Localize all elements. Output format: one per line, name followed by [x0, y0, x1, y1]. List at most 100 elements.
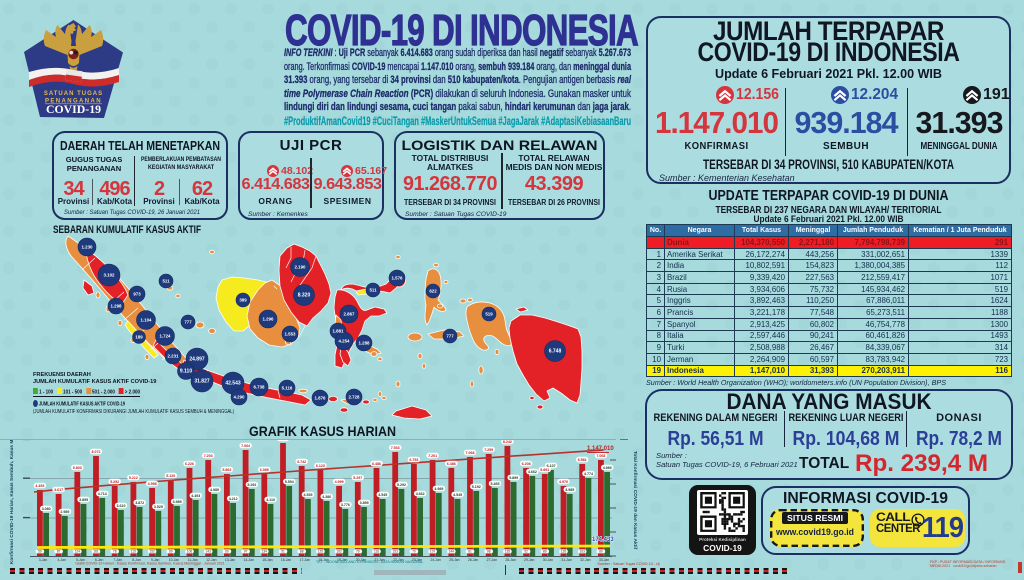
svg-text:1.881: 1.881	[333, 329, 345, 334]
svg-text:6.089: 6.089	[260, 468, 269, 472]
svg-text:4.254: 4.254	[339, 339, 351, 344]
svg-text:79: 79	[356, 550, 360, 554]
svg-text:107: 107	[430, 550, 436, 554]
svg-text:6.748: 6.748	[549, 349, 562, 355]
svg-text:6.581: 6.581	[578, 458, 587, 462]
svg-text:31-Jan: 31-Jan	[561, 558, 571, 562]
svg-text:4.774: 4.774	[584, 472, 593, 476]
svg-text:29-Jan: 29-Jan	[524, 558, 534, 562]
svg-text:6.486: 6.486	[447, 462, 456, 466]
svg-text:3-Jan: 3-Jan	[39, 558, 48, 562]
svg-text:7.203: 7.203	[204, 454, 213, 458]
svg-text:8.242: 8.242	[503, 440, 512, 444]
svg-text:14-Jan: 14-Jan	[244, 558, 254, 562]
svg-text:6.107: 6.107	[547, 464, 556, 468]
svg-text:3.525: 3.525	[154, 505, 163, 509]
svg-text:1.296: 1.296	[263, 317, 275, 322]
svg-text:25-Jan: 25-Jan	[449, 558, 459, 562]
svg-text:24.897: 24.897	[189, 357, 205, 363]
svg-text:124: 124	[75, 550, 81, 554]
svg-text:5.899: 5.899	[509, 476, 518, 480]
svg-text:7.533: 7.533	[391, 446, 400, 450]
svg-text:777: 777	[446, 334, 454, 339]
svg-text:1.724: 1.724	[160, 334, 172, 339]
svg-text:5.862: 5.862	[222, 468, 231, 472]
svg-text:89: 89	[543, 550, 547, 554]
svg-text:174.433: 174.433	[592, 537, 614, 543]
svg-text:161: 161	[93, 550, 99, 554]
svg-text:8.320: 8.320	[298, 293, 311, 299]
svg-text:4.998: 4.998	[148, 482, 157, 486]
svg-text:6.123: 6.123	[316, 464, 325, 468]
svg-text:144: 144	[449, 550, 455, 554]
svg-text:5.891: 5.891	[540, 468, 549, 472]
svg-text:6.486: 6.486	[372, 462, 381, 466]
svg-text:1.553: 1.553	[285, 332, 297, 337]
svg-text:3.872: 3.872	[135, 501, 144, 505]
svg-text:SATUAN TUGAS: SATUAN TUGAS	[44, 91, 103, 97]
svg-text:3.102: 3.102	[104, 273, 116, 278]
svg-text:4.539: 4.539	[304, 493, 313, 497]
svg-text:4.493: 4.493	[35, 484, 44, 488]
svg-text:6.738: 6.738	[254, 385, 266, 390]
svg-text:9.110: 9.110	[180, 369, 192, 375]
svg-text:189: 189	[135, 335, 143, 340]
svg-text:2.190: 2.190	[295, 265, 307, 270]
svg-text:61: 61	[468, 550, 472, 554]
svg-text:126: 126	[561, 550, 567, 554]
svg-text:4.989: 4.989	[603, 466, 612, 470]
svg-text:4.989: 4.989	[210, 488, 219, 492]
svg-text:5.594: 5.594	[285, 480, 294, 484]
svg-text:8.369: 8.369	[279, 440, 288, 441]
svg-text:60: 60	[225, 550, 229, 554]
svg-text:5.292: 5.292	[247, 483, 256, 487]
svg-text:1.576: 1.576	[392, 276, 404, 281]
svg-text:4.989: 4.989	[434, 487, 443, 491]
svg-text:163: 163	[580, 550, 586, 554]
svg-text:4.970: 4.970	[559, 480, 568, 484]
svg-text:511: 511	[162, 279, 170, 284]
svg-text:4.493: 4.493	[191, 494, 200, 498]
svg-text:88: 88	[300, 550, 304, 554]
svg-text:1.230: 1.230	[82, 245, 94, 250]
svg-text:116: 116	[374, 550, 379, 554]
svg-text:6.742: 6.742	[297, 460, 306, 464]
svg-text:622: 622	[429, 289, 437, 294]
svg-text:4.662: 4.662	[416, 492, 425, 496]
svg-text:1.298: 1.298	[111, 304, 123, 309]
svg-text:4.617: 4.617	[54, 488, 63, 492]
svg-text:98: 98	[487, 550, 491, 554]
svg-text:7.201: 7.201	[428, 454, 437, 458]
svg-text:80: 80	[599, 550, 603, 554]
svg-text:3.895: 3.895	[79, 498, 88, 502]
svg-text:5.292: 5.292	[397, 483, 406, 487]
svg-text:17-Jan: 17-Jan	[300, 558, 310, 562]
svg-text:13-Jan: 13-Jan	[225, 558, 235, 562]
svg-text:6.753: 6.753	[409, 458, 418, 462]
svg-text:3.985: 3.985	[565, 488, 574, 492]
svg-text:3.985: 3.985	[173, 500, 182, 504]
svg-text:7.259: 7.259	[484, 448, 493, 452]
svg-text:Sumber : Satuan Tugas COVID-19: Sumber : Satuan Tugas COVID-19 - Update …	[597, 562, 660, 566]
svg-text:Total Konfirmasi COVID-19 dan: Total Konfirmasi COVID-19 dan Kasus Akti…	[632, 451, 638, 550]
svg-text:143: 143	[206, 550, 212, 554]
svg-text:69: 69	[169, 550, 173, 554]
svg-text:51: 51	[281, 550, 285, 554]
svg-text:4.545: 4.545	[378, 493, 387, 497]
svg-text:115: 115	[131, 550, 136, 554]
svg-text:5.212: 5.212	[129, 476, 138, 480]
svg-text:4.212: 4.212	[229, 497, 238, 501]
svg-text:52: 52	[524, 550, 528, 554]
svg-text:6.226: 6.226	[185, 462, 194, 466]
svg-text:5.292: 5.292	[110, 480, 119, 484]
svg-text:8.072: 8.072	[92, 450, 101, 454]
svg-text:70: 70	[412, 550, 416, 554]
svg-text:106: 106	[187, 550, 193, 554]
svg-text:4.290: 4.290	[234, 395, 246, 400]
svg-text:162: 162	[336, 550, 342, 554]
svg-text:87: 87	[57, 550, 61, 554]
svg-text:42.543: 42.543	[225, 381, 241, 387]
svg-text:4.110: 4.110	[266, 498, 275, 502]
svg-text:COVID-19: COVID-19	[46, 102, 101, 116]
svg-text:5.192: 5.192	[472, 485, 481, 489]
